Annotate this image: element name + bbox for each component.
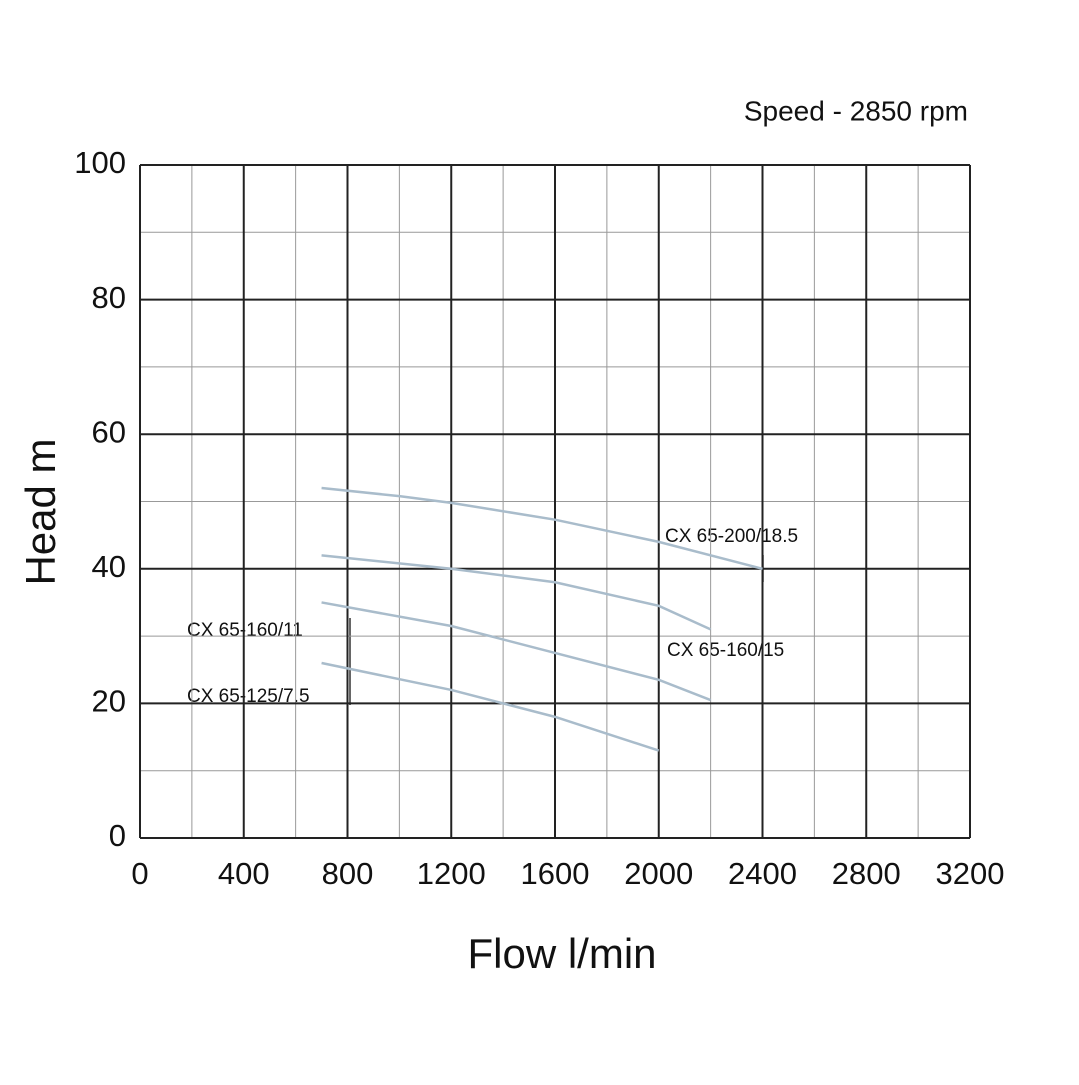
- x-tick-label: 1200: [417, 856, 486, 891]
- y-tick-label: 100: [74, 145, 126, 180]
- series-label: CX 65-160/11: [187, 620, 303, 641]
- annotation: Speed - 2850 rpm: [744, 95, 968, 126]
- y-tick-label: 20: [92, 684, 126, 719]
- y-tick-label: 40: [92, 549, 126, 584]
- x-tick-label: 1600: [521, 856, 590, 891]
- x-tick-label: 2800: [832, 856, 901, 891]
- series-line: [321, 486, 763, 571]
- series-label: CX 65-200/18.5: [665, 526, 798, 547]
- y-axis-label: Head m: [17, 438, 64, 585]
- y-tick-label: 0: [109, 818, 126, 853]
- x-tick-label: 2000: [624, 856, 693, 891]
- series-line: [321, 601, 712, 702]
- series-line: [321, 661, 660, 752]
- y-tick-label: 60: [92, 414, 126, 449]
- x-tick-label: 0: [131, 856, 148, 891]
- x-tick-label: 400: [218, 856, 270, 891]
- series-label: CX 65-125/7.5: [187, 686, 310, 707]
- y-tick-label: 80: [92, 280, 126, 315]
- series-label: CX 65-160/15: [667, 640, 784, 661]
- x-tick-label: 3200: [936, 856, 1005, 891]
- x-axis-label: Flow l/min: [467, 930, 656, 977]
- series-line: [321, 554, 712, 631]
- x-tick-label: 2400: [728, 856, 797, 891]
- x-tick-label: 800: [322, 856, 374, 891]
